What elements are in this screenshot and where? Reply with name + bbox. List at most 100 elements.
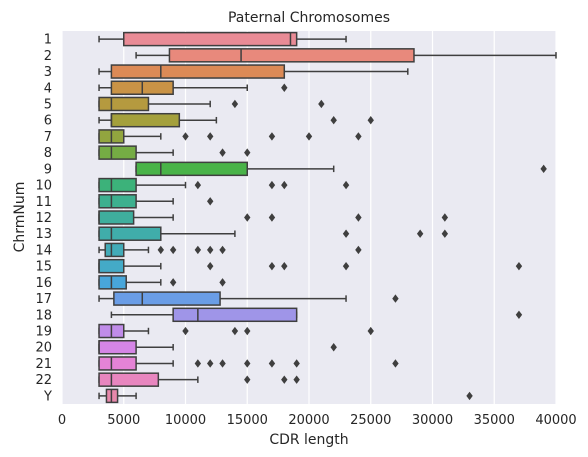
box-body	[98, 194, 137, 209]
outlier-point	[355, 132, 362, 141]
outlier-point	[219, 148, 226, 157]
y-tick-label: 15	[35, 260, 52, 275]
box-body	[98, 356, 137, 371]
box-8	[98, 145, 251, 160]
y-tick-label: 10	[35, 179, 52, 194]
outlier-point	[330, 115, 337, 125]
box-body	[98, 258, 125, 274]
outlier-point	[244, 213, 251, 222]
box-11	[98, 194, 214, 209]
box-body	[168, 48, 415, 63]
box-1	[98, 31, 347, 47]
box-body	[135, 161, 249, 177]
box-15	[98, 258, 523, 274]
outlier-point	[416, 229, 424, 238]
outlier-point	[281, 180, 288, 190]
outlier-point	[342, 180, 350, 190]
outlier-point	[515, 261, 523, 271]
outlier-point	[342, 261, 350, 271]
box-22	[98, 372, 300, 387]
y-tick-label: 1	[44, 33, 52, 48]
outlier-point	[342, 229, 350, 238]
outlier-point	[182, 132, 189, 141]
box-body	[98, 226, 162, 241]
outlier-point	[540, 164, 547, 174]
outlier-point	[268, 359, 276, 368]
outlier-point	[219, 245, 226, 255]
x-tick-label: 40000	[535, 413, 576, 428]
box-body	[98, 210, 135, 225]
box-4	[98, 80, 288, 95]
box-7	[98, 129, 362, 144]
y-tick-label: 11	[35, 195, 52, 210]
y-tick-label: 7	[44, 130, 52, 145]
y-tick-label: 20	[35, 341, 52, 356]
outlier-point	[441, 229, 449, 238]
box-18	[110, 307, 523, 323]
outlier-point	[281, 375, 288, 384]
box-6	[98, 112, 374, 128]
box-body	[98, 372, 160, 387]
y-tick-label: 22	[35, 373, 52, 388]
outlier-point	[207, 245, 214, 255]
outlier-point	[244, 148, 251, 157]
y-tick-label: 14	[35, 243, 52, 258]
outlier-point	[207, 132, 214, 141]
outlier-point	[244, 326, 251, 336]
outlier-point	[169, 278, 177, 287]
box-12	[98, 210, 449, 225]
y-tick-label: 6	[44, 114, 52, 129]
y-tick-label: 2	[44, 49, 52, 64]
box-10	[98, 177, 350, 193]
y-tick-label: 21	[35, 357, 52, 372]
outlier-point	[157, 245, 164, 255]
y-tick-label: 19	[35, 325, 52, 340]
box-body	[172, 307, 298, 323]
y-tick-label: 16	[35, 276, 52, 291]
box-9	[135, 161, 547, 177]
box-layer	[98, 31, 557, 404]
outlier-point	[305, 132, 313, 141]
outlier-point	[367, 115, 374, 125]
outlier-point	[281, 83, 288, 92]
outlier-point	[207, 261, 214, 271]
box-Y	[98, 388, 473, 404]
outlier-point	[194, 180, 202, 190]
box-body	[104, 242, 125, 258]
outlier-point	[293, 359, 300, 368]
box-19	[98, 323, 374, 339]
outlier-point	[268, 132, 276, 141]
x-axis-label: CDR length	[269, 432, 348, 448]
box-body	[98, 177, 137, 193]
box-body	[123, 31, 298, 47]
outlier-point	[182, 326, 189, 336]
x-tick-label: 10000	[165, 413, 206, 428]
outlier-point	[231, 326, 239, 336]
y-tick-label: 4	[44, 81, 52, 96]
outlier-point	[194, 359, 202, 368]
box-3	[98, 64, 409, 79]
x-tick-label: 15000	[227, 413, 268, 428]
y-tick-label: 13	[35, 227, 52, 242]
y-tick-label: 18	[35, 308, 52, 323]
box-body	[98, 340, 137, 355]
outlier-point	[330, 343, 337, 352]
x-tick-label: 30000	[412, 413, 453, 428]
outlier-point	[281, 261, 288, 271]
box-14	[98, 242, 362, 258]
x-tick-labels: 0 5000 10000 15000 20000 25000 30000 35000 40000	[58, 413, 577, 428]
box-body	[98, 145, 137, 160]
box-2	[135, 48, 557, 63]
y-tick-label: 9	[44, 162, 52, 177]
box-17	[98, 291, 399, 306]
outlier-point	[268, 261, 276, 271]
x-tick-label: 0	[58, 413, 66, 428]
outlier-point	[207, 197, 214, 206]
outlier-point	[515, 310, 523, 320]
box-body	[113, 291, 221, 306]
outlier-point	[268, 180, 276, 190]
outlier-point	[207, 359, 214, 368]
y-tick-label: 12	[35, 211, 52, 226]
